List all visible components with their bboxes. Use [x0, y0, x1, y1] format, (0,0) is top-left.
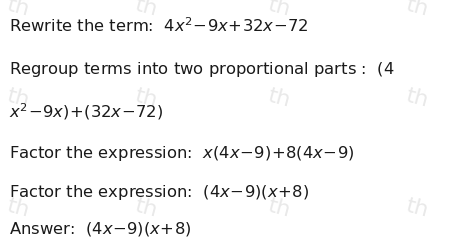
Text: th: th [265, 196, 293, 221]
Text: th: th [133, 85, 160, 111]
Text: Factor the expression:  $(4x\!-\!9)(x\!+\!8)$: Factor the expression: $(4x\!-\!9)(x\!+\… [9, 183, 309, 202]
Text: Regroup terms into two proportional parts :  $(4$: Regroup terms into two proportional part… [9, 60, 394, 79]
Text: Answer:  $(4x\!-\!9)(x\!+\!8)$: Answer: $(4x\!-\!9)(x\!+\!8)$ [9, 220, 191, 238]
Text: th: th [403, 0, 430, 20]
Text: th: th [5, 85, 32, 111]
Text: th: th [5, 0, 32, 20]
Text: th: th [403, 85, 430, 111]
Text: Rewrite the term:  $4x^2\!-\!9x\!+\!32x\!-\!72$: Rewrite the term: $4x^2\!-\!9x\!+\!32x\!… [9, 16, 308, 35]
Text: th: th [403, 196, 430, 221]
Text: th: th [265, 85, 293, 111]
Text: th: th [133, 196, 160, 221]
Text: Factor the expression:  $x(4x\!-\!9)\!+\!8(4x\!-\!9)$: Factor the expression: $x(4x\!-\!9)\!+\!… [9, 144, 354, 163]
Text: th: th [265, 0, 293, 20]
Text: th: th [133, 0, 160, 20]
Text: $x^2\!-\!9x)\!+\!(32x\!-\!72)$: $x^2\!-\!9x)\!+\!(32x\!-\!72)$ [9, 101, 163, 122]
Text: th: th [5, 196, 32, 221]
